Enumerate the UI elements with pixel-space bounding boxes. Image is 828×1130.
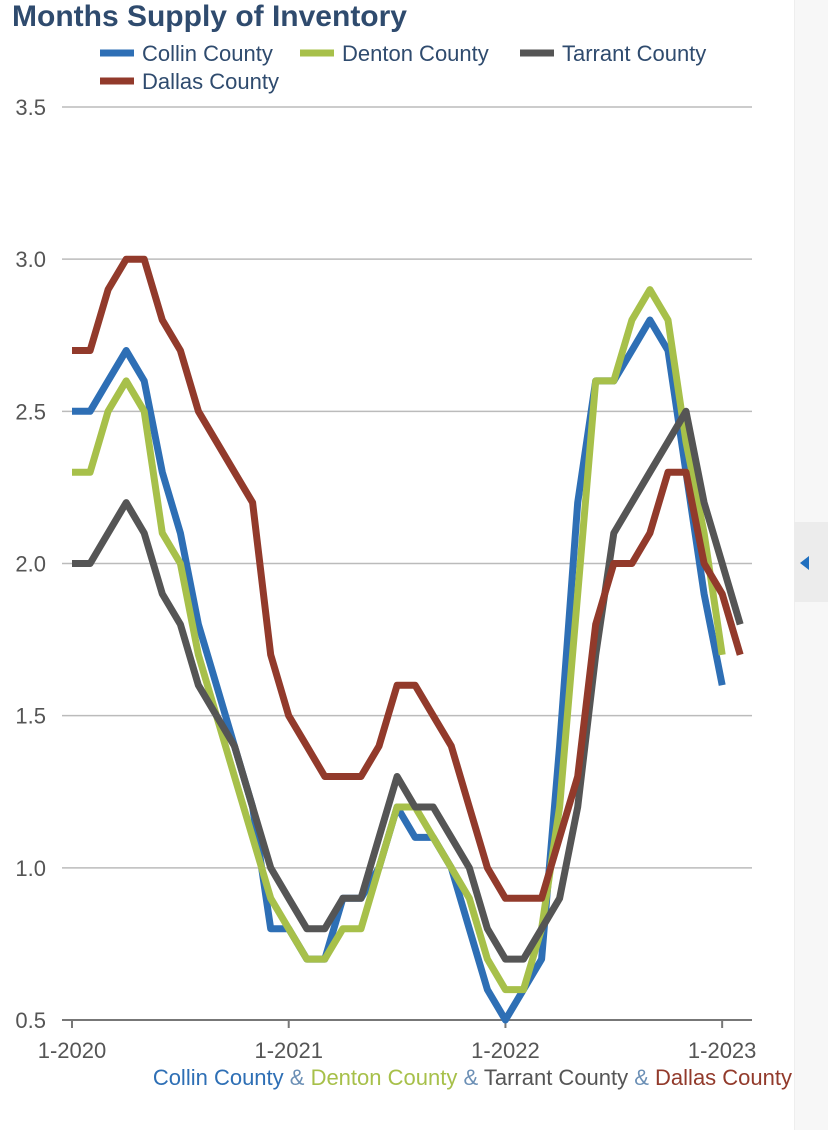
x-tick-label: 1-2022 [471,1038,540,1063]
series-line-collin-county [72,316,726,1024]
caption-tarrant: Tarrant County [483,1065,629,1090]
y-tick-label: 1.5 [15,704,46,729]
caption-denton: Denton County [310,1065,458,1090]
y-tick-label: 0.5 [15,1008,46,1033]
legend-label-tarrant-county: Tarrant County [562,41,706,66]
caption-separator: & [457,1065,484,1090]
series-line-denton-county [72,286,726,994]
y-tick-label: 3.5 [15,95,46,120]
chart-caption: Collin County & Denton County & Tarrant … [152,1062,792,1094]
x-tick-label: 1-2023 [688,1038,757,1063]
legend-label-denton-county: Denton County [342,41,489,66]
x-tick-label: 1-2020 [38,1038,107,1063]
chart-title: Months Supply of Inventory [12,0,407,33]
caption-separator: & [628,1065,656,1090]
legend-label-collin-county: Collin County [142,41,273,66]
legend-label-dallas-county: Dallas County [142,69,279,94]
caption-dallas: Dallas County [655,1065,792,1090]
series-line-tarrant-county [72,407,744,963]
x-tick-label: 1-2021 [254,1038,323,1063]
caption-separator: & [283,1065,311,1090]
chevron-left-icon [800,556,809,570]
collapse-panel-button[interactable] [794,522,828,602]
y-tick-label: 3.0 [15,247,46,272]
caption-collin: Collin County [152,1065,284,1090]
line-chart: 0.5 1.0 1.5 2.0 2.5 3.0 3.5 1-2020 1-2021 1-2022 1… [15,41,757,1063]
y-tick-label: 2.5 [15,399,46,424]
y-tick-label: 2.0 [15,552,46,577]
y-tick-label: 1.0 [15,856,46,881]
series-line-dallas-county [72,255,744,902]
